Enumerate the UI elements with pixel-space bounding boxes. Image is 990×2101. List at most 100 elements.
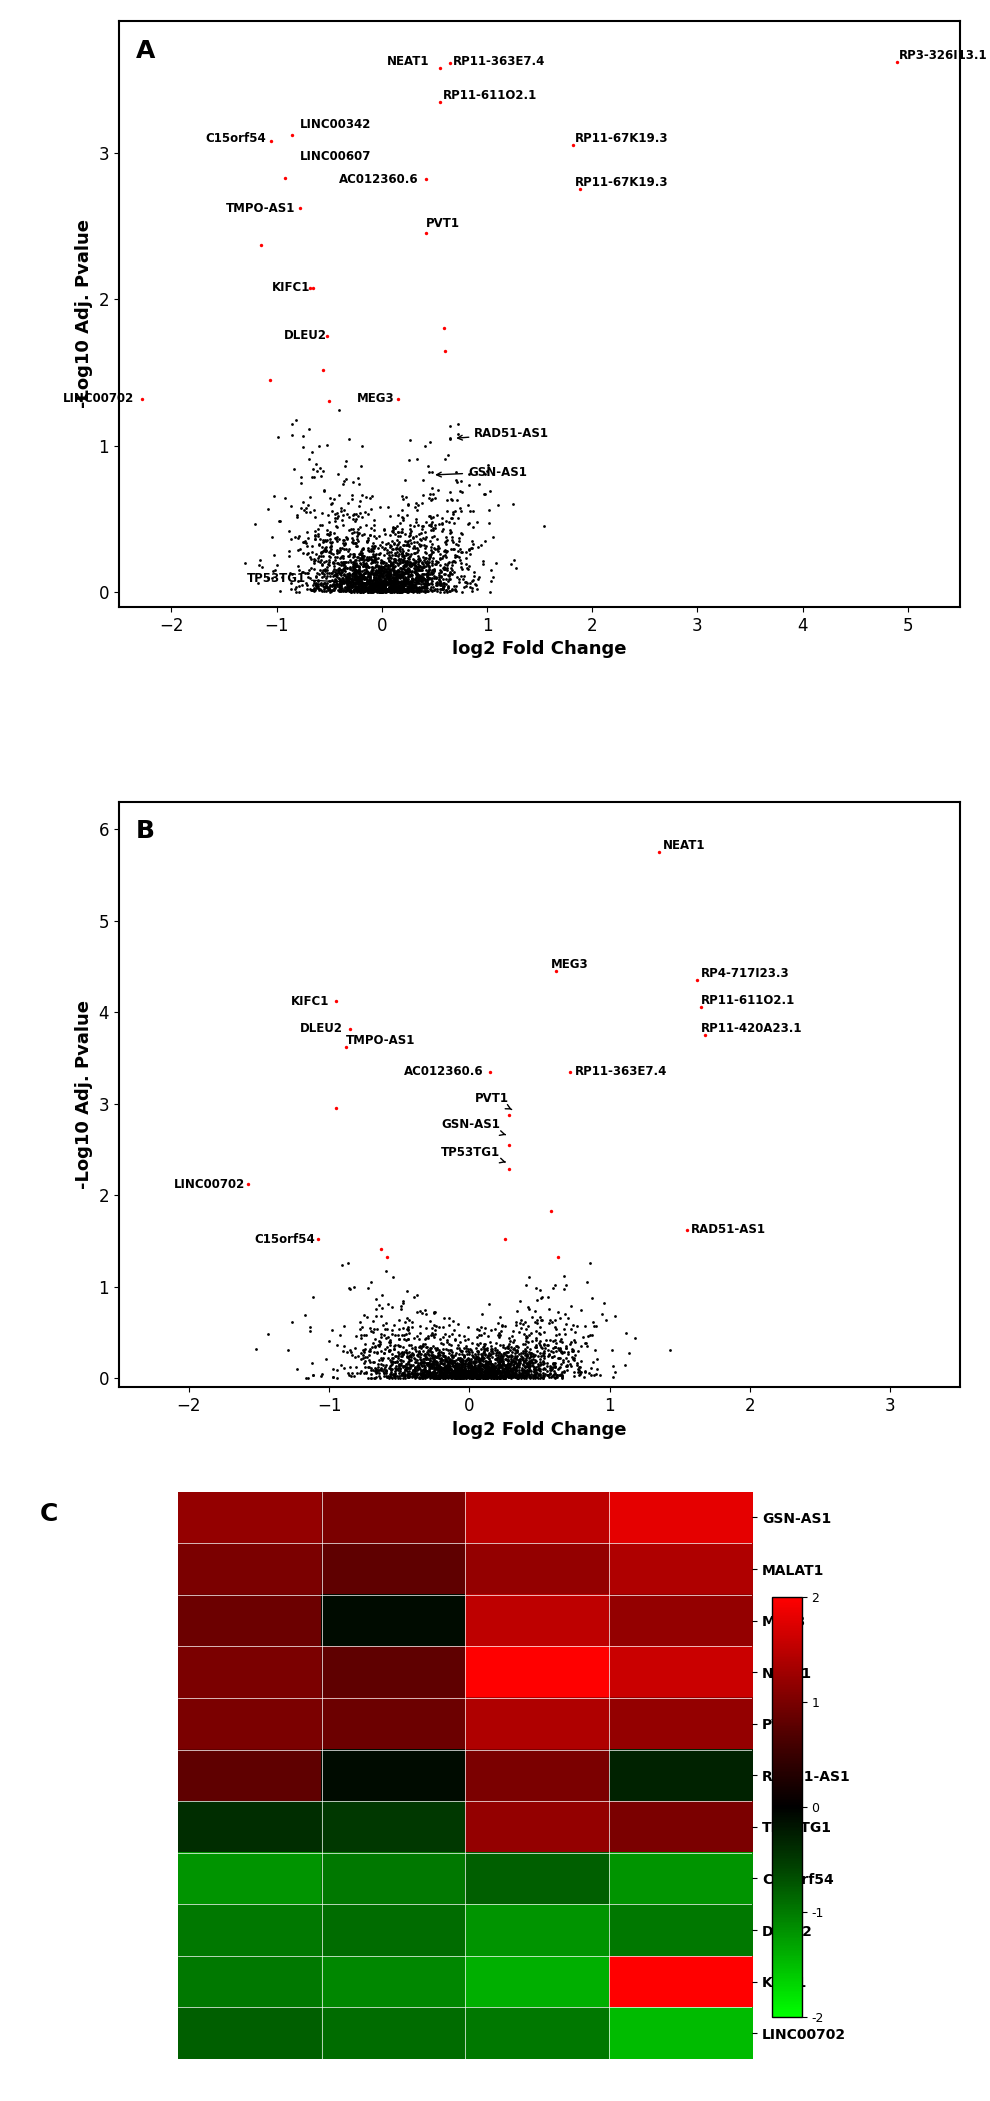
Point (446, 1359, 462, 1393)
Point (417, 1338, 433, 1372)
Point (354, 567, 370, 601)
Point (309, 454, 325, 487)
Point (544, 1305, 559, 1338)
Point (319, 561, 335, 595)
Point (512, 1359, 528, 1393)
Point (468, 1359, 484, 1393)
Point (358, 567, 374, 601)
Point (435, 1357, 450, 1391)
Point (332, 561, 347, 595)
Point (438, 534, 453, 567)
Point (381, 574, 397, 607)
Point (495, 1359, 511, 1393)
Point (446, 1359, 462, 1393)
Point (450, 1357, 466, 1391)
Point (346, 553, 362, 586)
Point (366, 569, 382, 603)
Point (377, 569, 393, 603)
Point (426, 555, 442, 588)
Point (423, 1347, 439, 1380)
Point (365, 1336, 381, 1370)
Point (394, 553, 410, 586)
Point (393, 571, 409, 605)
Point (459, 1355, 475, 1389)
Point (401, 529, 417, 563)
Point (399, 1340, 415, 1374)
Point (529, 1345, 545, 1378)
Point (453, 1343, 469, 1376)
Point (354, 559, 370, 592)
Point (338, 544, 353, 578)
Point (388, 565, 404, 599)
Point (592, 1357, 608, 1391)
Point (283, 523, 299, 557)
Point (395, 1284, 411, 1317)
Point (535, 1338, 550, 1372)
Point (450, 1307, 466, 1340)
Point (406, 1357, 422, 1391)
Point (271, 504, 287, 538)
Point (472, 1359, 488, 1393)
Point (461, 1347, 477, 1380)
Point (388, 569, 404, 603)
Point (404, 571, 420, 605)
Point (441, 546, 456, 580)
Point (607, 1355, 623, 1389)
Point (346, 571, 362, 605)
Point (484, 1355, 500, 1389)
Point (415, 1361, 431, 1395)
Point (418, 565, 434, 599)
Point (376, 571, 392, 605)
Point (421, 561, 437, 595)
Point (361, 1334, 377, 1368)
Point (292, 191, 308, 225)
Point (519, 1347, 535, 1380)
Point (560, 1303, 576, 1336)
Point (333, 563, 348, 597)
Point (469, 1343, 485, 1376)
Point (412, 523, 428, 557)
Point (456, 1340, 472, 1374)
Point (430, 1338, 446, 1372)
Point (461, 1359, 477, 1393)
Point (418, 529, 434, 563)
Point (415, 477, 431, 511)
Point (374, 1340, 390, 1374)
Point (462, 1357, 478, 1391)
Point (392, 571, 408, 605)
Point (367, 563, 383, 597)
Point (486, 1361, 502, 1395)
Point (448, 1349, 464, 1382)
Point (382, 557, 398, 590)
Point (563, 1349, 579, 1382)
Point (342, 532, 357, 565)
Point (379, 565, 395, 599)
Point (351, 574, 367, 607)
Point (384, 1336, 400, 1370)
Point (383, 565, 399, 599)
Point (373, 550, 389, 584)
Point (385, 569, 401, 603)
Point (370, 574, 386, 607)
Point (333, 540, 348, 574)
Point (431, 561, 446, 595)
Point (318, 569, 334, 603)
Point (439, 494, 454, 527)
Point (387, 563, 403, 597)
Point (397, 563, 413, 597)
Point (504, 1361, 520, 1395)
Point (441, 1359, 456, 1393)
Point (350, 571, 366, 605)
Point (419, 1334, 435, 1368)
Point (361, 574, 377, 607)
Point (422, 544, 438, 578)
Point (556, 1334, 572, 1368)
Point (316, 544, 332, 578)
Point (459, 1355, 475, 1389)
Point (432, 1355, 447, 1389)
Point (527, 1294, 543, 1328)
Point (424, 567, 440, 601)
Point (366, 508, 382, 542)
Point (305, 1347, 321, 1380)
Point (532, 1351, 547, 1385)
